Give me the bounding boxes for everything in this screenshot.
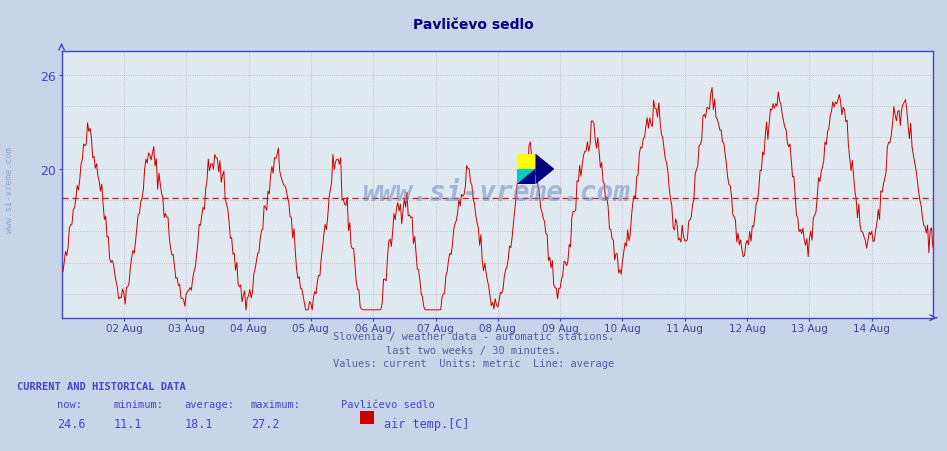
Text: 18.1: 18.1 [185, 417, 213, 430]
Text: Slovenia / weather data - automatic stations.: Slovenia / weather data - automatic stat… [333, 331, 614, 341]
Text: 24.6: 24.6 [57, 417, 85, 430]
Text: Pavličevo sedlo: Pavličevo sedlo [413, 18, 534, 32]
Text: air temp.[C]: air temp.[C] [384, 417, 469, 430]
Polygon shape [535, 154, 554, 185]
Text: last two weeks / 30 minutes.: last two weeks / 30 minutes. [386, 345, 561, 355]
Text: 27.2: 27.2 [251, 417, 279, 430]
Text: 11.1: 11.1 [114, 417, 142, 430]
Polygon shape [516, 170, 535, 185]
Text: minimum:: minimum: [114, 399, 164, 409]
Polygon shape [516, 154, 535, 170]
Text: Pavličevo sedlo: Pavličevo sedlo [341, 399, 435, 409]
Text: average:: average: [185, 399, 235, 409]
Text: Values: current  Units: metric  Line: average: Values: current Units: metric Line: aver… [333, 359, 614, 368]
Text: www.si-vreme.com: www.si-vreme.com [5, 147, 14, 232]
Text: maximum:: maximum: [251, 399, 301, 409]
Polygon shape [516, 170, 535, 185]
Text: CURRENT AND HISTORICAL DATA: CURRENT AND HISTORICAL DATA [17, 381, 186, 391]
Text: now:: now: [57, 399, 81, 409]
Text: www.si-vreme.com: www.si-vreme.com [364, 179, 631, 207]
